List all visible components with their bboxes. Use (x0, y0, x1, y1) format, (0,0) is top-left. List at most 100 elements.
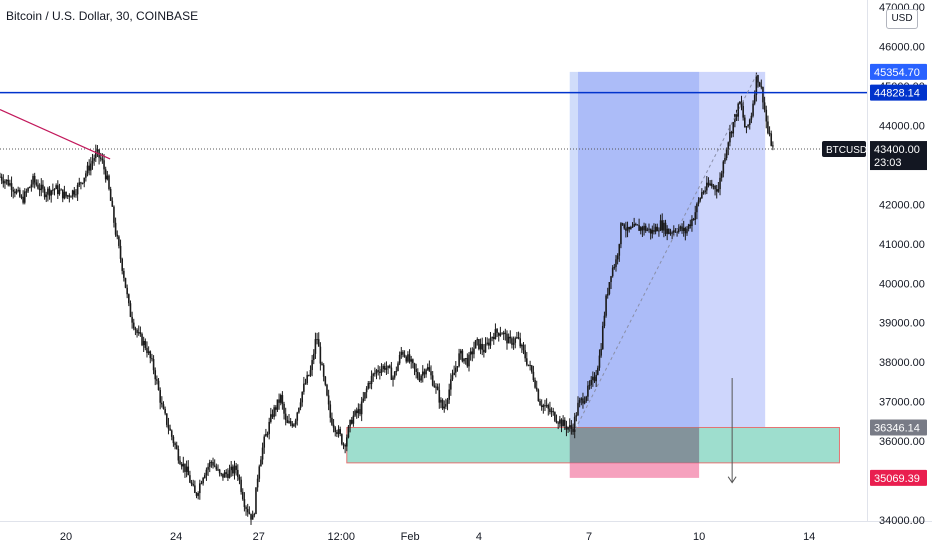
candle-body (359, 408, 361, 415)
currency-badge[interactable]: USD (886, 9, 918, 29)
target-high-label-text: 45354.70 (874, 67, 920, 79)
candle-body (283, 403, 285, 414)
candle-body (719, 177, 721, 190)
candle-body (362, 398, 365, 402)
candle-body (232, 466, 234, 474)
price-axis[interactable]: 34000.0035000.0036000.0037000.0038000.00… (879, 2, 925, 527)
time-axis[interactable]: 20 24 27 12:00 Feb 4 7 10 14 (60, 531, 815, 543)
candle-body (106, 175, 109, 180)
candle-body (748, 119, 751, 126)
candle-body (55, 185, 57, 190)
candle-body (715, 189, 718, 192)
candle-body (167, 424, 170, 429)
candle-body (393, 371, 396, 378)
candle-body (590, 379, 593, 385)
candle-body (466, 358, 469, 367)
candle-body (137, 332, 140, 334)
candle-body (620, 223, 622, 245)
candle-body (184, 463, 186, 472)
symbol-label[interactable]: BTCUSD (822, 141, 867, 158)
candle-body (656, 226, 659, 232)
candle-body (580, 398, 583, 401)
candle-body (0, 176, 1, 178)
candle-body (156, 379, 158, 381)
candle-body (298, 407, 300, 413)
candle-body (666, 228, 668, 234)
candle-body (273, 407, 275, 417)
time-tick-label: 4 (476, 531, 482, 543)
candle-body (537, 389, 540, 401)
candle-body (230, 466, 232, 471)
candle-body (648, 228, 650, 230)
candle-body (497, 332, 500, 336)
stop-level-label[interactable]: 35069.39 (870, 469, 927, 486)
candle-body (20, 196, 23, 198)
candle-body (631, 226, 634, 228)
candle-body (542, 405, 545, 408)
candle-body (349, 419, 351, 427)
stop-loss-zone[interactable] (569, 462, 700, 478)
candle-body (534, 379, 536, 388)
target-high-label[interactable]: 45354.70 (870, 63, 927, 80)
candle-body (435, 386, 437, 388)
candle-body (19, 189, 21, 197)
candle-body (364, 392, 366, 399)
candle-body (661, 220, 664, 231)
candle-body (459, 350, 462, 354)
candle-body (522, 344, 525, 351)
resistance-label[interactable]: 44828.14 (870, 84, 927, 101)
candle-body (237, 469, 239, 477)
candle-body (139, 332, 142, 334)
trend-line[interactable] (0, 109, 111, 160)
candle-body (436, 386, 439, 390)
candle-body (529, 365, 531, 367)
candle-body (192, 484, 195, 486)
candle-body (253, 513, 256, 516)
candle-body (342, 444, 345, 446)
candle-body (649, 228, 652, 234)
candle-body (99, 157, 102, 159)
candle-body (463, 358, 465, 362)
candle-body (623, 224, 626, 229)
candle-body (679, 226, 682, 229)
candle-body (304, 383, 307, 385)
candle-body (306, 375, 308, 384)
target-zone[interactable] (569, 71, 700, 428)
candle-body (686, 228, 688, 234)
candle-body (701, 192, 703, 199)
candle-body (161, 402, 163, 405)
candle-body (308, 375, 310, 377)
candle-body (512, 342, 515, 345)
candle-body (228, 470, 231, 478)
candle-body (453, 372, 455, 376)
candle-body (527, 364, 530, 366)
candle-body (182, 463, 185, 467)
candle-body (415, 368, 417, 372)
candle-body (583, 400, 586, 404)
candle-body (241, 491, 244, 500)
candle-body (159, 390, 161, 403)
candle-body (346, 437, 348, 447)
candle-body (142, 340, 145, 346)
candle-body (681, 226, 683, 231)
candle-body (456, 366, 459, 368)
candle-body (245, 507, 247, 510)
candle-body (43, 188, 46, 198)
candle-body (370, 375, 373, 385)
candle-body (354, 410, 356, 416)
candle-body (720, 173, 723, 178)
candle-body (190, 482, 193, 485)
entry-overlap-zone (569, 427, 700, 463)
demand-zone-label[interactable]: 36346.14 (870, 419, 927, 436)
profit-zone[interactable] (578, 71, 766, 428)
candle-body (37, 184, 39, 189)
candle-body (483, 349, 485, 353)
candle-body (119, 245, 122, 259)
candle-body (577, 402, 579, 416)
candle-body (739, 101, 741, 104)
candle-body (172, 436, 175, 444)
candle-body (454, 367, 457, 373)
